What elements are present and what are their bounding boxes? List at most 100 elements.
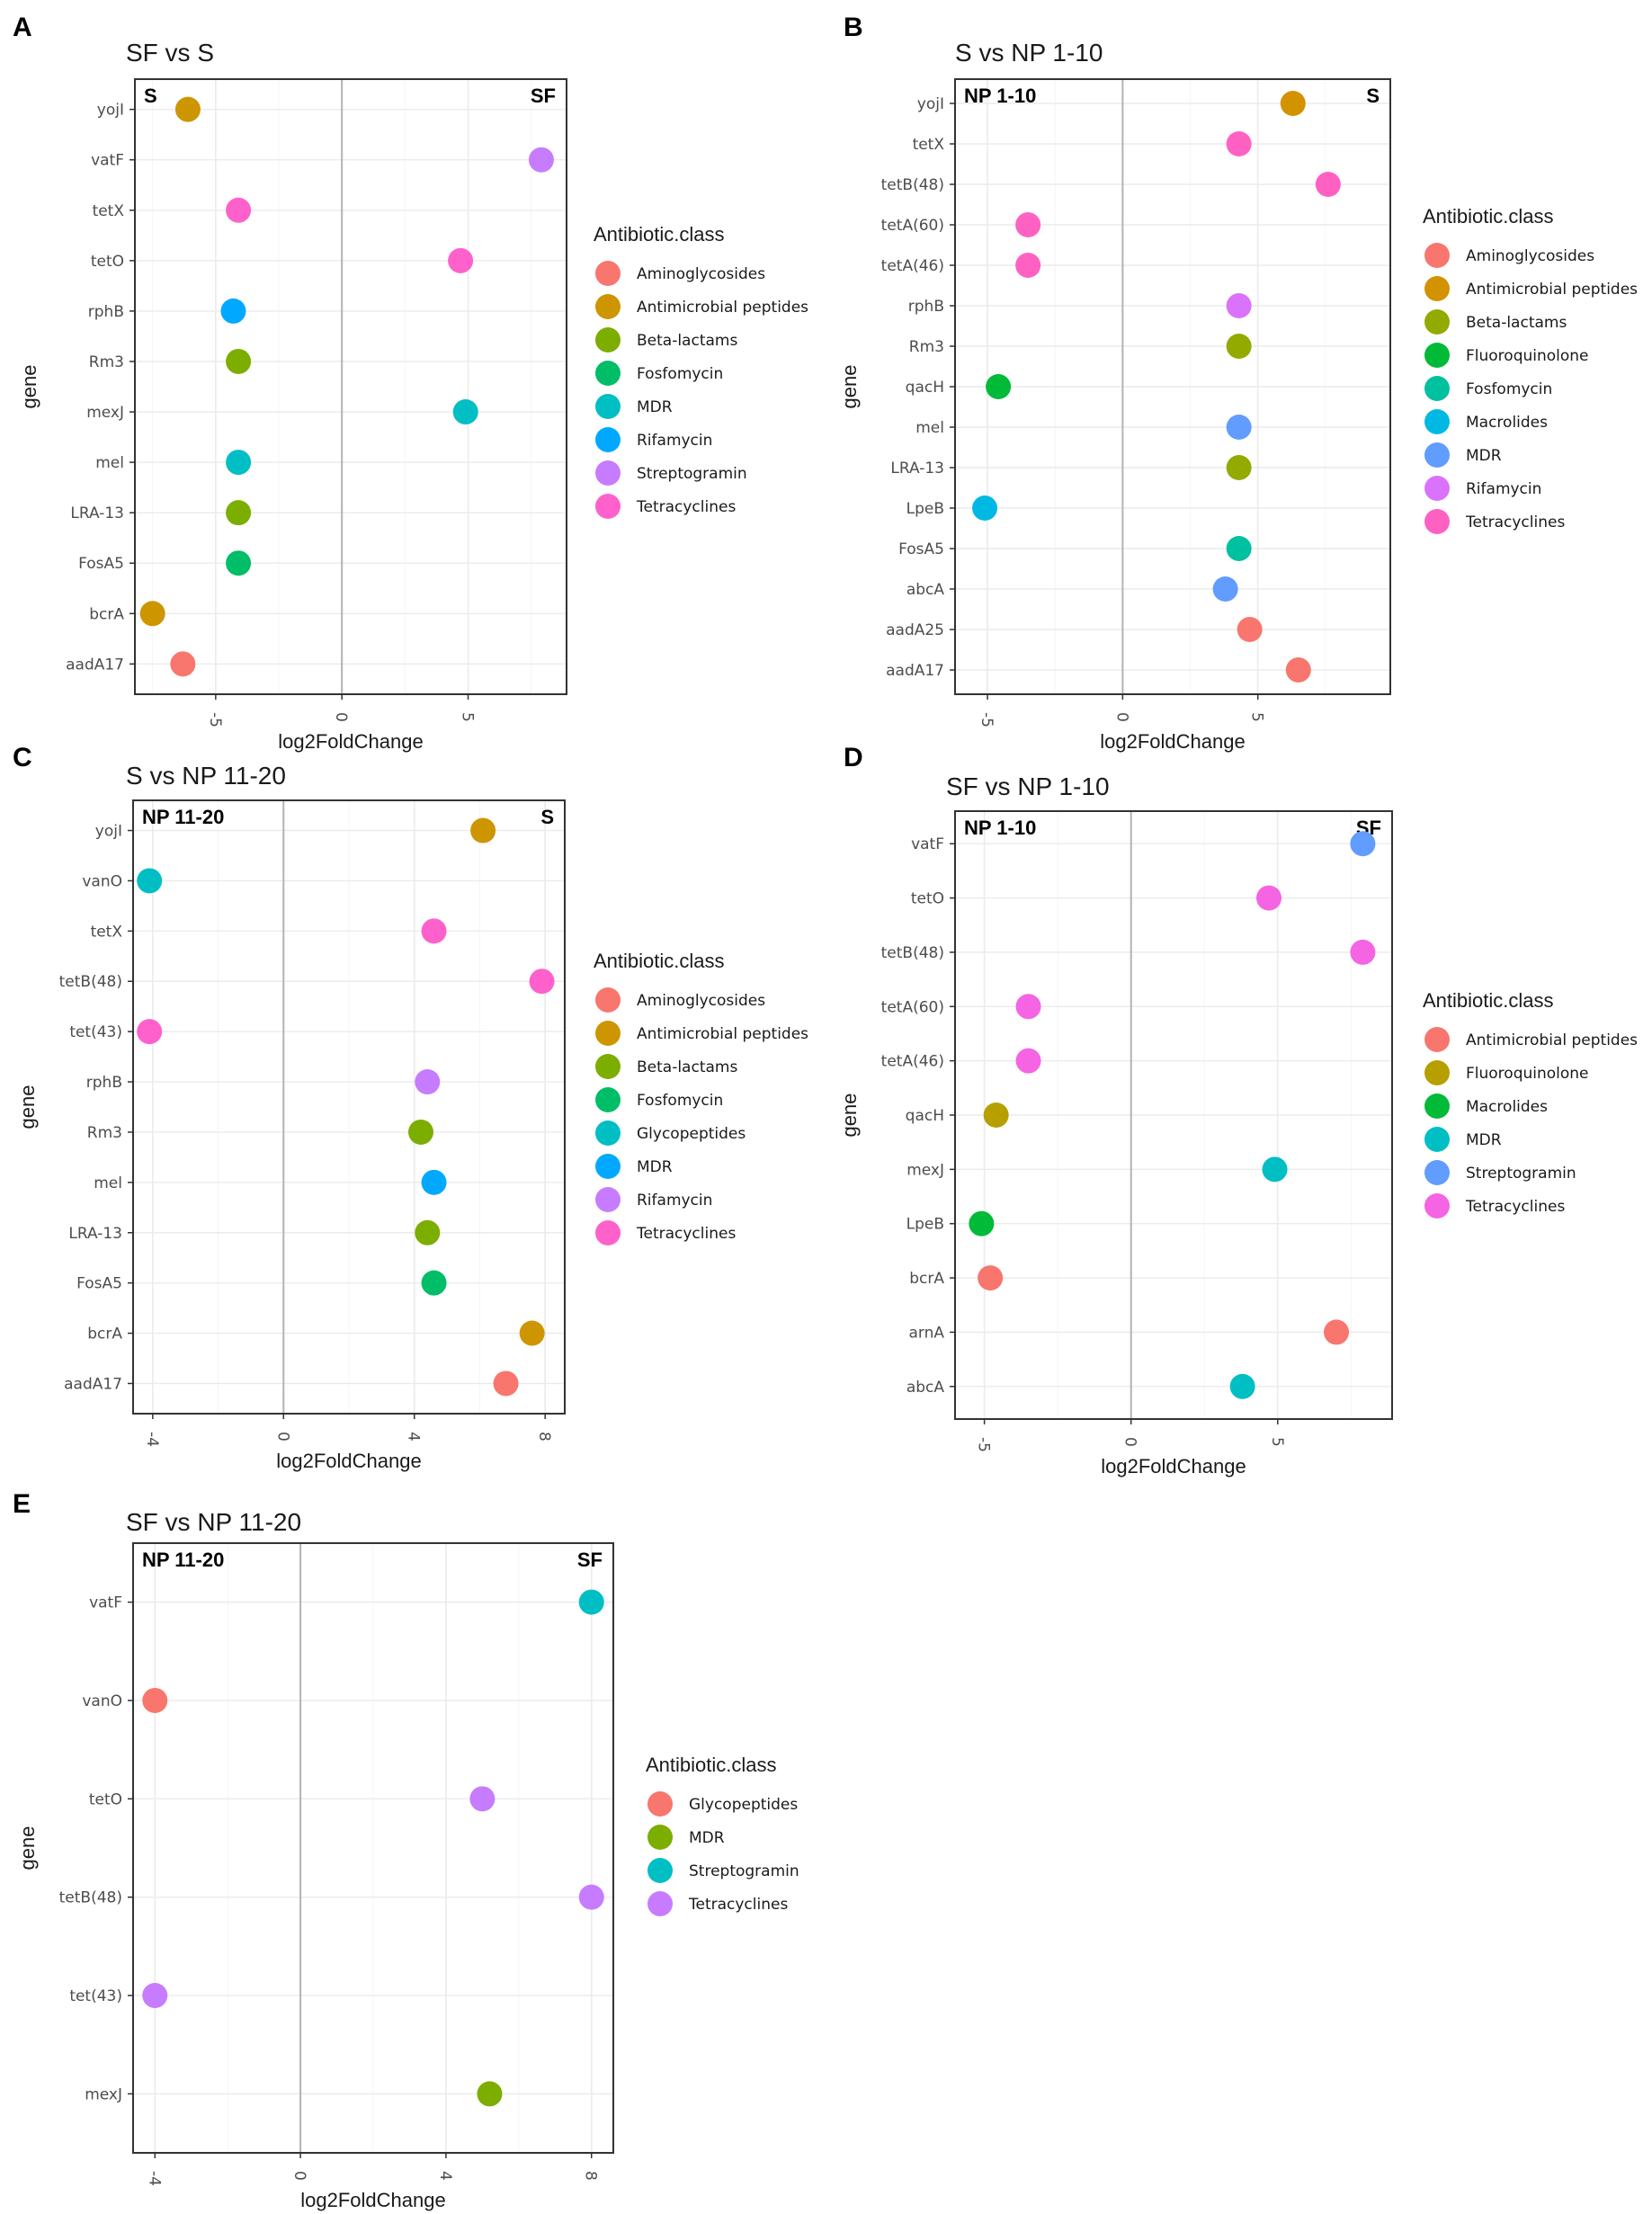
- panel-d-legend: Antibiotic.class Antimicrobial peptides Fl…: [1423, 989, 1638, 1219]
- panel-a-title: SF vs S: [126, 39, 214, 67]
- panel-b-point-rphb: [1226, 293, 1252, 318]
- panel-b-legend-title: Antibiotic.class: [1423, 205, 1554, 228]
- panel-e-x-tick-label: 8: [582, 2171, 600, 2181]
- panel-c-legend-key: [595, 1154, 621, 1179]
- panel-d-title: SF vs NP 1-10: [946, 772, 1110, 800]
- panel-a-legend-key: [595, 361, 621, 386]
- panel-c-y-tick-label: rphB: [86, 1074, 122, 1092]
- panel-a-legend-key: [595, 327, 621, 353]
- panel-b-legend-key: [1424, 409, 1450, 434]
- panel-a-y-tick-label: vatF: [91, 152, 124, 170]
- panel-e-point-vano: [142, 1687, 168, 1713]
- panel-c-legend-title: Antibiotic.class: [594, 950, 725, 972]
- panel-c-y-tick-label: bcrA: [87, 1326, 122, 1344]
- panel-a-y-tick-label: Rm3: [89, 353, 124, 371]
- panel-b-y-tick-label: tetB(48): [881, 176, 944, 194]
- panel-a-legend-key: [595, 460, 621, 486]
- panel-e-chart: E SF vs NP 11-20 vatF vanO tetO tetB(48) tet(4…: [13, 1489, 799, 2211]
- panel-a-legend-label: Beta-lactams: [637, 332, 737, 350]
- panel-c-point-mel: [421, 1169, 447, 1195]
- panel-d-point-lpeb: [969, 1210, 995, 1236]
- panel-b-y-axis-title: gene: [838, 365, 861, 409]
- panel-e-title: SF vs NP 11-20: [126, 1508, 301, 1536]
- panel-b-legend: Antibiotic.class Aminoglycosides Antimicro…: [1423, 205, 1638, 534]
- panel-e-x-tick-label: -4: [145, 2171, 163, 2186]
- panel-c-y-tick-label: vanO: [82, 872, 122, 890]
- panel-a-y-tick-label: FosA5: [78, 555, 124, 573]
- panel-b-point-aada17: [1285, 657, 1311, 683]
- panel-c-legend-key: [595, 987, 621, 1013]
- panel-c-legend-key: [595, 1054, 621, 1079]
- panel-c-legend-label: Beta-lactams: [637, 1058, 737, 1076]
- panel-b-y-tick-label: Rm3: [909, 338, 944, 356]
- panel-c-y-tick-label: tetX: [91, 923, 123, 941]
- panel-e-legend-label: Streptogramin: [689, 1862, 799, 1880]
- panel-d-chart: D SF vs NP 1-10 vatF tetO tetB(48) tetA(60) te…: [838, 743, 1638, 1477]
- panel-a-point-aada17: [170, 651, 196, 677]
- panel-a-plot-area: [135, 79, 567, 694]
- panel-a-y-axis-title: gene: [18, 365, 40, 409]
- panel-e-y-tick-label: vatF: [89, 1594, 122, 1612]
- panel-a-x-tick-label: -5: [206, 712, 224, 728]
- panel-d-y-tick-label: bcrA: [909, 1270, 944, 1288]
- panel-a-letter: A: [13, 13, 32, 42]
- panel-b-y-tick-label: tetA(60): [881, 217, 944, 235]
- panel-d-legend-key: [1424, 1127, 1450, 1152]
- panel-d-legend-label: Antimicrobial peptides: [1466, 1031, 1638, 1049]
- panel-c-right-group-label: S: [540, 806, 554, 828]
- panel-e-legend-title: Antibiotic.class: [646, 1754, 777, 1776]
- panel-e-point-tet-43-: [142, 1983, 168, 2009]
- panel-b-legend-label: Tetracyclines: [1465, 513, 1565, 531]
- panel-c-y-tick-label: tetB(48): [59, 973, 122, 991]
- panel-b-left-group-label: NP 1-10: [964, 85, 1036, 107]
- panel-d-point-teta-46-: [1015, 1048, 1041, 1074]
- panel-a-legend-label: Antimicrobial peptides: [637, 299, 808, 317]
- panel-e-legend-key: [647, 1825, 673, 1850]
- panel-b-point-yoji: [1280, 91, 1306, 116]
- panel-a-y-tick-label: aadA17: [66, 656, 124, 674]
- panel-c-y-tick-label: FosA5: [76, 1275, 122, 1293]
- panel-b-legend-label: Rifamycin: [1466, 480, 1541, 498]
- panel-c-x-tick-label: 8: [535, 1432, 553, 1442]
- panel-d-y-tick-label: tetB(48): [881, 944, 944, 962]
- panel-b-letter: B: [844, 13, 863, 42]
- panel-a-y-tick-label: bcrA: [89, 605, 124, 623]
- panel-b-point-rm3: [1226, 334, 1252, 359]
- panel-e-y-axis-title: gene: [16, 1826, 39, 1870]
- panel-d-legend-key: [1424, 1027, 1450, 1052]
- panel-c-legend-key: [595, 1021, 621, 1046]
- panel-c-y-tick-label: tet(43): [69, 1023, 122, 1041]
- panel-e-point-teto: [469, 1786, 496, 1812]
- panel-d-point-arna: [1324, 1319, 1350, 1345]
- panel-c-legend-key: [595, 1087, 621, 1112]
- panel-b-legend-key: [1424, 343, 1450, 368]
- panel-b-x-tick-label: -5: [978, 712, 996, 728]
- panel-b-legend-key: [1424, 476, 1450, 501]
- panel-c-legend-label: Rifamycin: [637, 1192, 712, 1210]
- panel-d-legend-key: [1424, 1193, 1450, 1219]
- panel-c-x-tick-label: -4: [143, 1432, 161, 1447]
- panel-c-legend-label: Antimicrobial peptides: [637, 1025, 808, 1043]
- panel-a-x-axis-title: log2FoldChange: [278, 730, 423, 753]
- panel-d-y-tick-label: arnA: [908, 1324, 944, 1342]
- panel-c-legend-label: MDR: [637, 1158, 673, 1176]
- panel-b-y-tick-label: qacH: [906, 379, 944, 397]
- panel-e-y-tick-label: tetB(48): [59, 1889, 122, 1907]
- panel-a-point-yoji: [174, 96, 201, 122]
- panel-d-y-tick-label: LpeB: [906, 1216, 944, 1234]
- panel-c-y-tick-label: yojI: [95, 823, 122, 841]
- panel-c-legend-key: [595, 1220, 621, 1245]
- panel-b-point-mel: [1226, 415, 1252, 440]
- panel-e-legend-key: [647, 1891, 673, 1916]
- panel-a-right-group-label: SF: [531, 85, 556, 107]
- panel-b-legend-key: [1424, 376, 1450, 401]
- panel-d-legend-title: Antibiotic.class: [1423, 989, 1554, 1012]
- panel-b-y-tick-label: aadA17: [886, 662, 944, 680]
- panel-a-point-mexj: [452, 399, 478, 425]
- panel-b-y-tick-label: LRA-13: [890, 460, 944, 478]
- panel-d-x-tick-label: 5: [1268, 1437, 1286, 1447]
- panel-d-legend-key: [1424, 1094, 1450, 1119]
- panel-c-title: S vs NP 11-20: [126, 762, 286, 790]
- panel-c-left-group-label: NP 11-20: [142, 806, 224, 828]
- panel-e-y-tick-label: tetO: [89, 1790, 122, 1808]
